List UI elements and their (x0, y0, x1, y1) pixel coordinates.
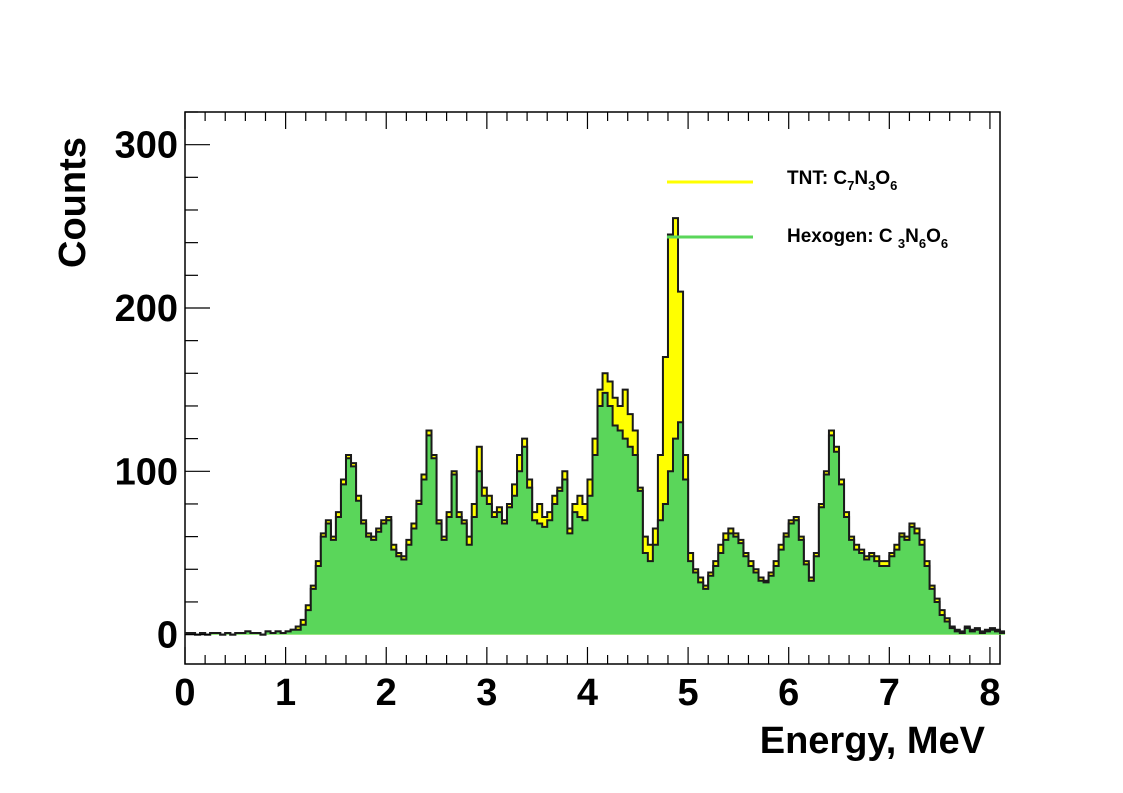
y-tick-label: 200 (115, 288, 178, 330)
x-tick-label: 0 (174, 672, 195, 714)
x-tick-label: 1 (275, 672, 296, 714)
y-tick-label: 300 (115, 125, 178, 167)
legend-label-tnt: TNT: C7N3O6 (787, 168, 897, 193)
legend-label-hexogen: Hexogen: C 3N6O6 (787, 226, 948, 251)
y-axis-ticks (185, 111, 210, 636)
x-tick-label: 2 (376, 672, 397, 714)
x-tick-label: 4 (577, 672, 598, 714)
x-tick-label: 3 (476, 672, 497, 714)
x-tick-label: 5 (678, 672, 699, 714)
x-tick-label: 7 (879, 672, 900, 714)
x-axis-tick-labels: 0 1 2 3 4 5 6 7 8 (174, 672, 1000, 714)
y-tick-label: 100 (115, 451, 178, 493)
x-tick-label: 8 (979, 672, 1000, 714)
y-tick-label: 0 (157, 615, 178, 657)
y-axis-title: Counts (52, 137, 94, 268)
y-axis-tick-labels: 0 100 200 300 (115, 125, 178, 657)
series-line-hexogen (185, 391, 1006, 636)
series-area-hexogen (185, 392, 1006, 635)
x-tick-label: 6 (778, 672, 799, 714)
x-axis-ticks (184, 112, 991, 664)
series-layer (185, 217, 1006, 636)
x-axis-title: Energy, MeV (760, 720, 986, 762)
legend: TNT: C7N3O6 Hexogen: C 3N6O6 (667, 168, 948, 251)
